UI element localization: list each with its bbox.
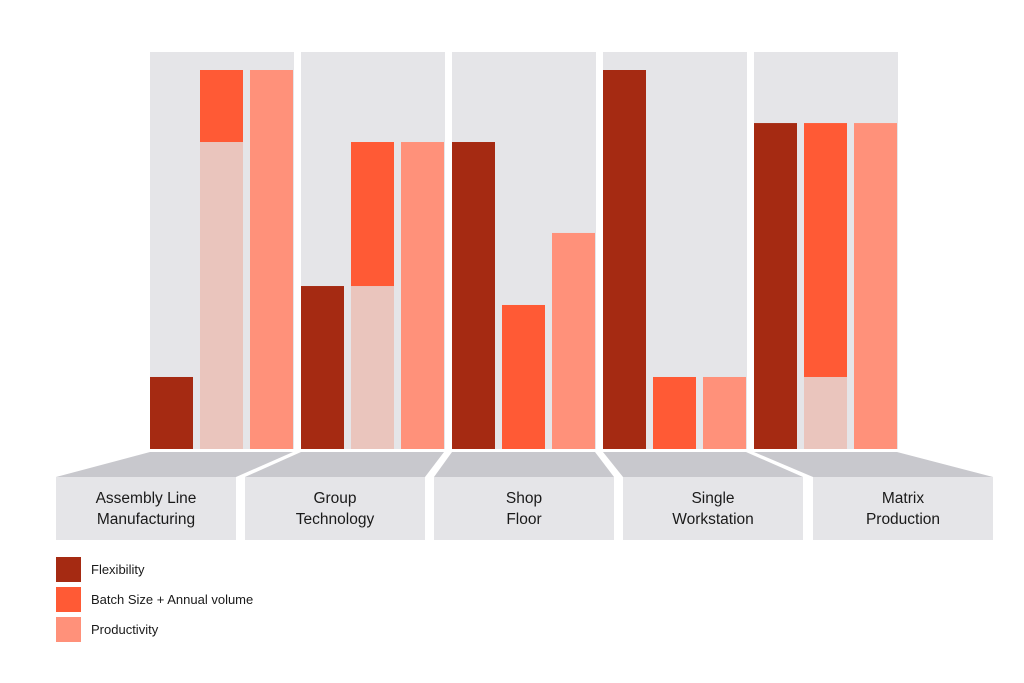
category-shelf <box>434 452 614 477</box>
category-label: Workstation <box>672 511 754 528</box>
bar-productivity <box>854 123 897 449</box>
legend-swatch-productivity <box>56 616 81 642</box>
bar-flexibility <box>150 376 193 449</box>
bar-productivity <box>250 70 293 449</box>
category-label: Matrix <box>882 490 924 507</box>
legend-swatch-flexibility <box>56 556 81 582</box>
category-shelf <box>56 452 293 477</box>
legend-item-batch-size: Batch Size + Annual volume <box>56 586 253 612</box>
category-label: Group <box>313 490 356 507</box>
category-label: Technology <box>296 511 375 528</box>
bar-batch-size-shadow <box>351 286 394 449</box>
bar-flexibility <box>301 286 344 449</box>
bar-flexibility <box>452 142 495 449</box>
category-label-box <box>434 477 614 540</box>
bar-productivity <box>552 232 595 449</box>
category-shelf <box>754 452 993 477</box>
legend-item-flexibility: Flexibility <box>56 556 253 582</box>
bar-batch-size <box>200 70 243 143</box>
bar-productivity <box>401 142 444 449</box>
bar-batch-size <box>804 123 847 377</box>
bar-batch-size-shadow <box>804 376 847 449</box>
category-label: Manufacturing <box>97 511 195 528</box>
legend-label-flexibility: Flexibility <box>91 561 145 577</box>
category-label: Assembly Line <box>96 490 197 507</box>
category-label: Production <box>866 511 940 528</box>
category-label: Floor <box>506 511 541 528</box>
legend-swatch-batch-size <box>56 586 81 612</box>
category-label-box <box>56 477 236 540</box>
bar-batch-size-shadow <box>200 142 243 449</box>
legend-label-batch-size: Batch Size + Annual volume <box>91 591 254 607</box>
legend-label-productivity: Productivity <box>91 621 159 637</box>
category-shelf <box>603 452 803 477</box>
category-label: Shop <box>506 490 542 507</box>
bar-flexibility <box>754 123 797 449</box>
legend: Flexibility Batch Size + Annual volume P… <box>56 556 253 646</box>
bar-batch-size <box>653 376 696 449</box>
bar-productivity <box>703 376 746 449</box>
legend-item-productivity: Productivity <box>56 616 253 642</box>
bar-flexibility <box>603 70 646 449</box>
category-label: Single <box>691 490 734 507</box>
bar-batch-size <box>502 304 545 449</box>
category-label-box <box>623 477 803 540</box>
bar-batch-size <box>351 142 394 287</box>
category-label-box <box>813 477 993 540</box>
category-label-box <box>245 477 425 540</box>
category-shelf <box>245 452 444 477</box>
